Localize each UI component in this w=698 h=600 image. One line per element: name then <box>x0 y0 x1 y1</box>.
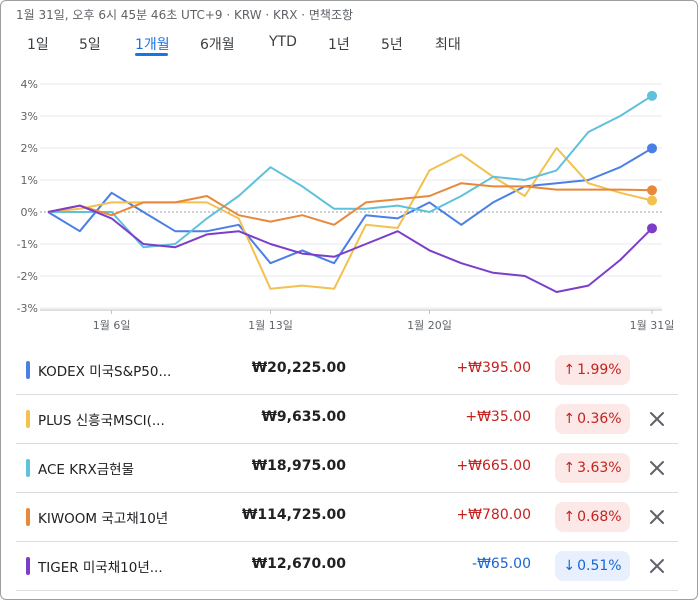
tab-max[interactable]: 최대 <box>435 37 461 53</box>
series-endpoint-1 <box>647 195 657 206</box>
tab-ytd[interactable]: YTD <box>269 34 297 50</box>
arrow-down-icon: ↓ <box>563 558 576 574</box>
percent-change-value: 1.99% <box>577 362 622 378</box>
series-line-1 <box>47 147 653 290</box>
security-name: KIWOOM 국고채10년 <box>38 511 169 527</box>
series-endpoint-4 <box>647 223 657 234</box>
y-tick-label: 1% <box>21 174 38 187</box>
price-change: -₩65.00 <box>472 556 531 572</box>
security-name: PLUS 신흥국MSCI(... <box>38 413 165 429</box>
series-color-marker <box>26 410 30 428</box>
percent-change-value: 0.36% <box>577 411 622 427</box>
series-line-3 <box>47 182 653 226</box>
security-price: ₩12,670.00 <box>251 556 346 572</box>
security-price: ₩9,635.00 <box>261 409 346 425</box>
comparison-row[interactable]: PLUS 신흥국MSCI(... ₩9,635.00 +₩35.00 ↑ 0.36% <box>16 395 678 444</box>
security-name: ACE KRX금현물 <box>38 462 134 478</box>
tab-1m[interactable]: 1개월 <box>135 37 170 53</box>
price-change: +₩665.00 <box>456 458 531 474</box>
tab-5d[interactable]: 5일 <box>79 37 101 53</box>
arrow-up-icon: ↑ <box>563 460 576 476</box>
percent-change-badge: ↓ 0.51% <box>555 551 630 581</box>
y-tick-label: -2% <box>17 270 38 283</box>
percent-change-value: 3.63% <box>577 460 622 476</box>
comparison-row[interactable]: KIWOOM 국고채10년 ₩114,725.00 +₩780.00 ↑ 0.68% <box>16 493 678 542</box>
y-tick-label: -1% <box>17 238 38 251</box>
tab-1d[interactable]: 1일 <box>27 37 49 53</box>
series-color-marker <box>26 361 30 379</box>
y-tick-label: -3% <box>17 302 38 315</box>
y-tick-label: 2% <box>21 142 38 155</box>
percent-change-value: 0.51% <box>577 558 622 574</box>
security-price: ₩114,725.00 <box>241 507 346 523</box>
arrow-up-icon: ↑ <box>563 509 576 525</box>
y-tick-label: 4% <box>21 78 38 91</box>
tab-5y[interactable]: 5년 <box>381 37 403 53</box>
close-icon[interactable] <box>645 554 669 578</box>
tab-6m[interactable]: 6개월 <box>200 37 235 53</box>
y-tick-label: 3% <box>21 110 38 123</box>
x-tick-label: 1월 6일 <box>93 318 131 332</box>
x-tick-label: 1월 20일 <box>407 318 452 332</box>
x-tick-label: 1월 31일 <box>630 318 675 332</box>
percent-change-badge: ↑ 0.36% <box>555 404 630 434</box>
price-change: +₩395.00 <box>456 360 531 376</box>
close-icon[interactable] <box>645 407 669 431</box>
series-color-marker <box>26 508 30 526</box>
series-endpoint-0 <box>647 143 657 154</box>
series-line-4 <box>47 204 653 293</box>
security-name: KODEX 미국S&P50... <box>38 364 172 380</box>
security-name: TIGER 미국채10년... <box>38 560 163 576</box>
comparison-row[interactable]: KODEX 미국S&P50... ₩20,225.00 +₩395.00 ↑ 1.99% <box>16 346 678 395</box>
series-endpoint-2 <box>647 90 657 101</box>
percent-change-badge: ↑ 3.63% <box>555 453 630 483</box>
comparison-row[interactable]: ACE KRX금현물 ₩18,975.00 +₩665.00 ↑ 3.63% <box>16 444 678 493</box>
comparison-chart[interactable]: 4% 3% 2% 1% 0% -1% -2% -3% 1월 6일 1월 13일 1월 20일 1월 3… <box>0 72 698 342</box>
active-tab-indicator <box>135 53 168 56</box>
price-change: +₩780.00 <box>456 507 531 523</box>
series-color-marker <box>26 557 30 575</box>
price-change: +₩35.00 <box>465 409 531 425</box>
close-icon[interactable] <box>645 456 669 480</box>
arrow-up-icon: ↑ <box>563 362 576 378</box>
series-line-0 <box>47 147 653 265</box>
y-tick-label: 0% <box>21 206 38 219</box>
close-icon[interactable] <box>645 505 669 529</box>
series-color-marker <box>26 459 30 477</box>
percent-change-badge: ↑ 1.99% <box>555 355 630 385</box>
series-line-2 <box>48 94 653 249</box>
percent-change-badge: ↑ 0.68% <box>555 502 630 532</box>
comparison-row[interactable]: TIGER 미국채10년... ₩12,670.00 -₩65.00 ↓ 0.51% <box>16 542 678 591</box>
tab-1y[interactable]: 1년 <box>328 37 350 53</box>
security-price: ₩20,225.00 <box>251 360 346 376</box>
percent-change-value: 0.68% <box>577 509 622 525</box>
security-price: ₩18,975.00 <box>251 458 346 474</box>
timestamp-disclaimer: 1월 31일, 오후 6시 45분 46초 UTC+9 · KRW · KRX … <box>16 8 354 22</box>
series-endpoint-3 <box>647 185 657 196</box>
x-tick-label: 1월 13일 <box>248 318 293 332</box>
arrow-up-icon: ↑ <box>563 411 576 427</box>
